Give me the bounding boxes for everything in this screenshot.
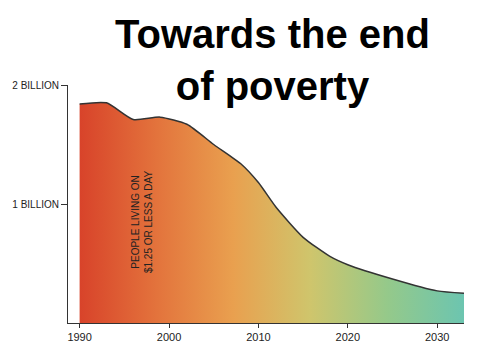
svg-text:2020: 2020 [336, 331, 360, 343]
svg-text:2000: 2000 [157, 331, 181, 343]
svg-text:2 BILLION: 2 BILLION [12, 80, 59, 91]
svg-text:2010: 2010 [246, 331, 270, 343]
svg-text:1 BILLION: 1 BILLION [12, 199, 59, 210]
svg-text:2030: 2030 [425, 331, 449, 343]
svg-text:1990: 1990 [67, 331, 91, 343]
svg-text:Towards the endof poverty: Towards the endof poverty [115, 12, 430, 108]
svg-text:PEOPLE LIVING ON$1.25 OR LESS: PEOPLE LIVING ON$1.25 OR LESS A DAY [130, 171, 154, 273]
